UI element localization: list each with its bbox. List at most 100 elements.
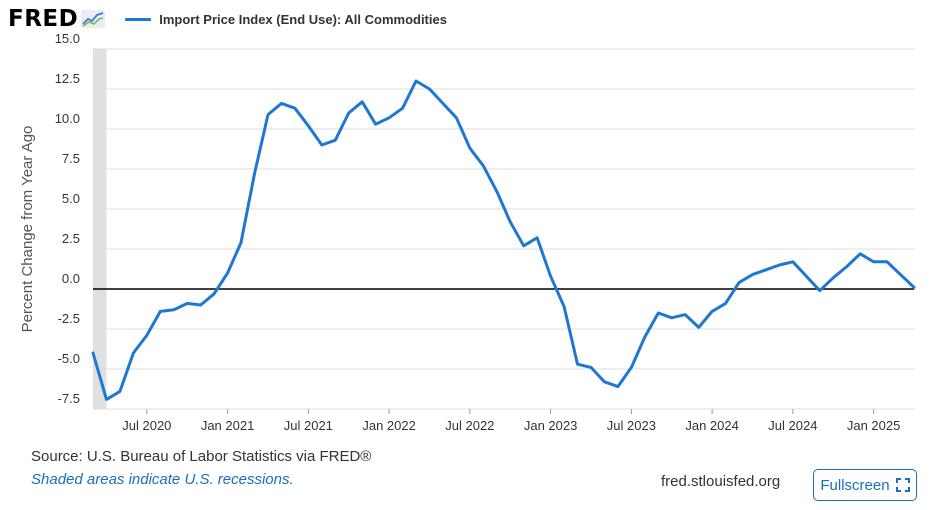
data-point — [495, 189, 499, 193]
data-point — [226, 271, 230, 275]
data-point — [656, 311, 660, 315]
data-point — [212, 292, 216, 296]
legend-swatch — [125, 17, 152, 21]
x-tick-label: Jan 2024 — [685, 418, 739, 433]
recession-note: Shaded areas indicate U.S. recessions. — [31, 471, 294, 488]
data-point — [293, 106, 297, 110]
x-tick-label: Jan 2021 — [201, 418, 255, 433]
data-point — [602, 380, 606, 384]
y-tick-label: -7.5 — [58, 391, 80, 406]
data-point — [199, 303, 203, 307]
y-tick-label: 15.0 — [55, 31, 80, 46]
fullscreen-icon — [895, 478, 910, 492]
fullscreen-button[interactable]: Fullscreen — [813, 469, 917, 501]
site-url[interactable]: fred.stlouisfed.org — [661, 473, 781, 490]
fred-logo[interactable]: FRED — [8, 6, 106, 32]
data-point — [804, 274, 808, 278]
fullscreen-label: Fullscreen — [820, 476, 890, 494]
data-point — [899, 273, 903, 277]
data-point — [576, 362, 580, 366]
data-point — [454, 116, 458, 120]
data-point — [750, 273, 754, 277]
data-point — [831, 276, 835, 280]
x-tick-label: Jul 2024 — [768, 418, 817, 433]
y-tick-label: -2.5 — [58, 311, 80, 326]
data-point — [629, 365, 633, 369]
source-note: Source: U.S. Bureau of Labor Statistics … — [31, 448, 372, 465]
data-point — [91, 351, 95, 355]
data-point — [791, 260, 795, 264]
data-point — [643, 335, 647, 339]
data-point — [710, 309, 714, 313]
data-point — [145, 333, 149, 337]
legend-entry-label: Import Price Index (End Use): All Commod… — [159, 11, 447, 27]
y-tick-label: -5.0 — [58, 351, 80, 366]
data-point — [549, 274, 553, 278]
y-axis-label: Percent Change from Year Ago — [19, 126, 36, 333]
data-point — [320, 143, 324, 147]
data-point — [239, 241, 243, 245]
data-point — [468, 146, 472, 150]
x-tick-label: Jan 2023 — [524, 418, 578, 433]
data-point — [683, 313, 687, 317]
data-point — [414, 79, 418, 83]
data-point — [333, 138, 337, 142]
data-point — [670, 316, 674, 320]
data-point — [912, 285, 916, 289]
y-tick-label: 10.0 — [55, 111, 80, 126]
y-tick-label: 7.5 — [62, 151, 80, 166]
data-point — [374, 122, 378, 126]
x-axis: Jul 2020 Jan 2021 Jul 2021 Jan 2022 Jul 2022… — [122, 409, 900, 433]
data-point — [427, 87, 431, 91]
x-tick-label: Jul 2020 — [122, 418, 171, 433]
data-point — [562, 305, 566, 309]
data-point — [697, 325, 701, 329]
data-point — [872, 260, 876, 264]
y-tick-label: 5.0 — [62, 191, 80, 206]
data-point — [481, 164, 485, 168]
chart-legend: Import Price Index (End Use): All Commod… — [125, 12, 447, 27]
data-point — [522, 244, 526, 248]
y-tick-label: 0.0 — [62, 271, 80, 286]
data-point — [158, 309, 162, 313]
data-point — [131, 351, 135, 355]
data-point — [172, 308, 176, 312]
x-tick-label: Jul 2021 — [284, 418, 333, 433]
x-tick-label: Jan 2022 — [362, 418, 416, 433]
data-point — [279, 101, 283, 105]
chart-header: FRED Import Price Index (End Use): All C… — [8, 4, 447, 34]
plot-area — [93, 49, 914, 409]
mini-chart-icon — [81, 10, 106, 28]
line-chart: -7.5 -5.0 -2.5 0.0 2.5 5.0 7.5 10.0 12.5 15.0 Jul… — [19, 31, 916, 433]
data-point — [253, 172, 257, 176]
data-point — [858, 252, 862, 256]
x-tick-label: Jan 2025 — [847, 418, 901, 433]
data-point — [845, 265, 849, 269]
data-point — [185, 301, 189, 305]
data-point — [737, 281, 741, 285]
data-point — [777, 263, 781, 267]
data-point — [535, 236, 539, 240]
x-tick-label: Jul 2023 — [607, 418, 656, 433]
y-tick-label: 2.5 — [62, 231, 80, 246]
data-point — [508, 220, 512, 224]
data-point — [441, 101, 445, 105]
data-point — [306, 124, 310, 128]
data-point — [885, 260, 889, 264]
data-point — [589, 365, 593, 369]
data-point — [724, 301, 728, 305]
data-point — [818, 289, 822, 293]
data-point — [118, 389, 122, 393]
data-point — [360, 100, 364, 104]
data-point — [616, 385, 620, 389]
data-point — [347, 111, 351, 115]
recession-shading — [93, 49, 107, 409]
series-line-import-price-index — [91, 79, 916, 401]
x-tick-label: Jul 2022 — [445, 418, 494, 433]
data-point — [104, 397, 108, 401]
fred-logo-text: FRED — [8, 6, 79, 32]
y-tick-label: 12.5 — [55, 71, 80, 86]
recession-band-0 — [93, 49, 107, 409]
y-axis: -7.5 -5.0 -2.5 0.0 2.5 5.0 7.5 10.0 12.5 15.0 — [55, 31, 80, 406]
